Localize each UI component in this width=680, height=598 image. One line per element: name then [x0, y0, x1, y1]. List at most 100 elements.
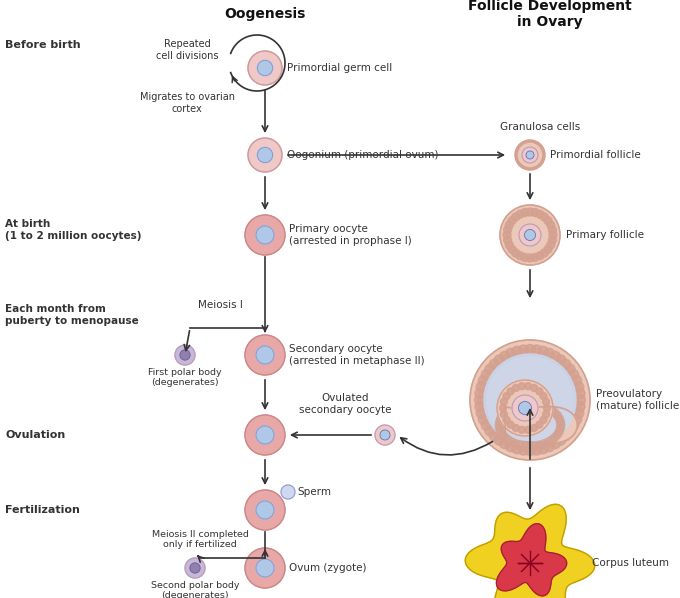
- Circle shape: [508, 404, 516, 412]
- Circle shape: [518, 383, 526, 390]
- Circle shape: [485, 364, 496, 375]
- Circle shape: [500, 411, 507, 417]
- Circle shape: [526, 254, 534, 262]
- Circle shape: [248, 138, 282, 172]
- Circle shape: [507, 388, 514, 395]
- Circle shape: [508, 245, 516, 254]
- Text: Follicle Development
in Ovary: Follicle Development in Ovary: [468, 0, 632, 29]
- Circle shape: [245, 415, 285, 455]
- Circle shape: [574, 388, 585, 399]
- Circle shape: [512, 440, 520, 448]
- Circle shape: [498, 411, 507, 419]
- Circle shape: [531, 209, 539, 216]
- Circle shape: [500, 438, 511, 449]
- Circle shape: [525, 383, 532, 390]
- Circle shape: [531, 400, 539, 408]
- Circle shape: [544, 216, 552, 225]
- Circle shape: [530, 385, 538, 392]
- Circle shape: [549, 226, 556, 234]
- Circle shape: [537, 443, 549, 454]
- Circle shape: [512, 402, 520, 410]
- Circle shape: [556, 428, 563, 435]
- Circle shape: [512, 385, 520, 392]
- Text: Repeated
cell divisions: Repeated cell divisions: [156, 39, 218, 61]
- Circle shape: [484, 354, 576, 446]
- Circle shape: [536, 210, 544, 218]
- Circle shape: [500, 351, 511, 362]
- Circle shape: [526, 442, 534, 450]
- Text: Ovum (zygote): Ovum (zygote): [289, 563, 367, 573]
- Circle shape: [531, 345, 542, 356]
- Text: Sperm: Sperm: [297, 487, 331, 497]
- Circle shape: [568, 370, 579, 380]
- Text: Oogenesis: Oogenesis: [224, 7, 306, 21]
- Circle shape: [478, 376, 490, 386]
- Text: Primary follicle: Primary follicle: [566, 230, 644, 240]
- Circle shape: [551, 408, 559, 417]
- Circle shape: [549, 351, 560, 362]
- Circle shape: [549, 236, 556, 244]
- Circle shape: [500, 404, 507, 411]
- Text: Oogonium (primordial ovum): Oogonium (primordial ovum): [287, 150, 439, 160]
- Text: Migrates to ovarian
cortex: Migrates to ovarian cortex: [139, 92, 235, 114]
- Circle shape: [503, 393, 510, 399]
- Circle shape: [564, 364, 575, 375]
- Circle shape: [518, 401, 532, 414]
- Circle shape: [544, 404, 552, 412]
- Circle shape: [518, 345, 529, 356]
- Circle shape: [516, 252, 524, 260]
- Circle shape: [556, 418, 564, 426]
- Circle shape: [541, 249, 548, 257]
- Circle shape: [496, 418, 504, 426]
- Circle shape: [568, 420, 579, 431]
- Circle shape: [504, 236, 511, 244]
- Circle shape: [516, 141, 544, 169]
- Text: Primordial germ cell: Primordial germ cell: [287, 63, 392, 73]
- Circle shape: [245, 490, 285, 530]
- Circle shape: [501, 408, 509, 417]
- Circle shape: [556, 425, 564, 432]
- Circle shape: [503, 231, 511, 239]
- Circle shape: [519, 224, 541, 246]
- Circle shape: [564, 425, 575, 436]
- Circle shape: [557, 421, 565, 429]
- Text: At birth
(1 to 2 million oocytes): At birth (1 to 2 million oocytes): [5, 219, 141, 241]
- Circle shape: [574, 401, 585, 412]
- Circle shape: [245, 335, 285, 375]
- Circle shape: [518, 444, 529, 455]
- Circle shape: [540, 402, 548, 410]
- Circle shape: [257, 147, 273, 163]
- Text: Secondary oocyte
(arrested in metaphase II): Secondary oocyte (arrested in metaphase …: [289, 344, 424, 366]
- Circle shape: [498, 431, 507, 438]
- Circle shape: [496, 428, 505, 435]
- Circle shape: [549, 438, 560, 449]
- Circle shape: [256, 426, 274, 444]
- Circle shape: [555, 355, 566, 366]
- Text: Granulosa cells: Granulosa cells: [500, 122, 580, 132]
- Circle shape: [521, 254, 529, 261]
- Circle shape: [543, 411, 549, 417]
- Circle shape: [524, 230, 536, 240]
- Circle shape: [185, 558, 205, 578]
- Circle shape: [489, 430, 500, 441]
- Polygon shape: [505, 407, 577, 443]
- Circle shape: [560, 430, 571, 441]
- Circle shape: [543, 404, 551, 411]
- Circle shape: [503, 416, 510, 423]
- Circle shape: [508, 438, 516, 446]
- Circle shape: [489, 359, 500, 370]
- Circle shape: [541, 213, 548, 221]
- Text: Meiosis I: Meiosis I: [198, 300, 243, 310]
- Circle shape: [175, 345, 195, 365]
- Circle shape: [495, 421, 503, 429]
- Text: Preovulatory
(mature) follicle: Preovulatory (mature) follicle: [596, 389, 679, 411]
- Circle shape: [256, 346, 274, 364]
- Circle shape: [536, 421, 543, 428]
- Circle shape: [496, 414, 505, 423]
- Circle shape: [543, 348, 555, 359]
- Circle shape: [511, 346, 522, 357]
- Circle shape: [536, 401, 543, 409]
- Circle shape: [481, 370, 492, 380]
- Circle shape: [547, 241, 555, 249]
- Circle shape: [551, 434, 559, 441]
